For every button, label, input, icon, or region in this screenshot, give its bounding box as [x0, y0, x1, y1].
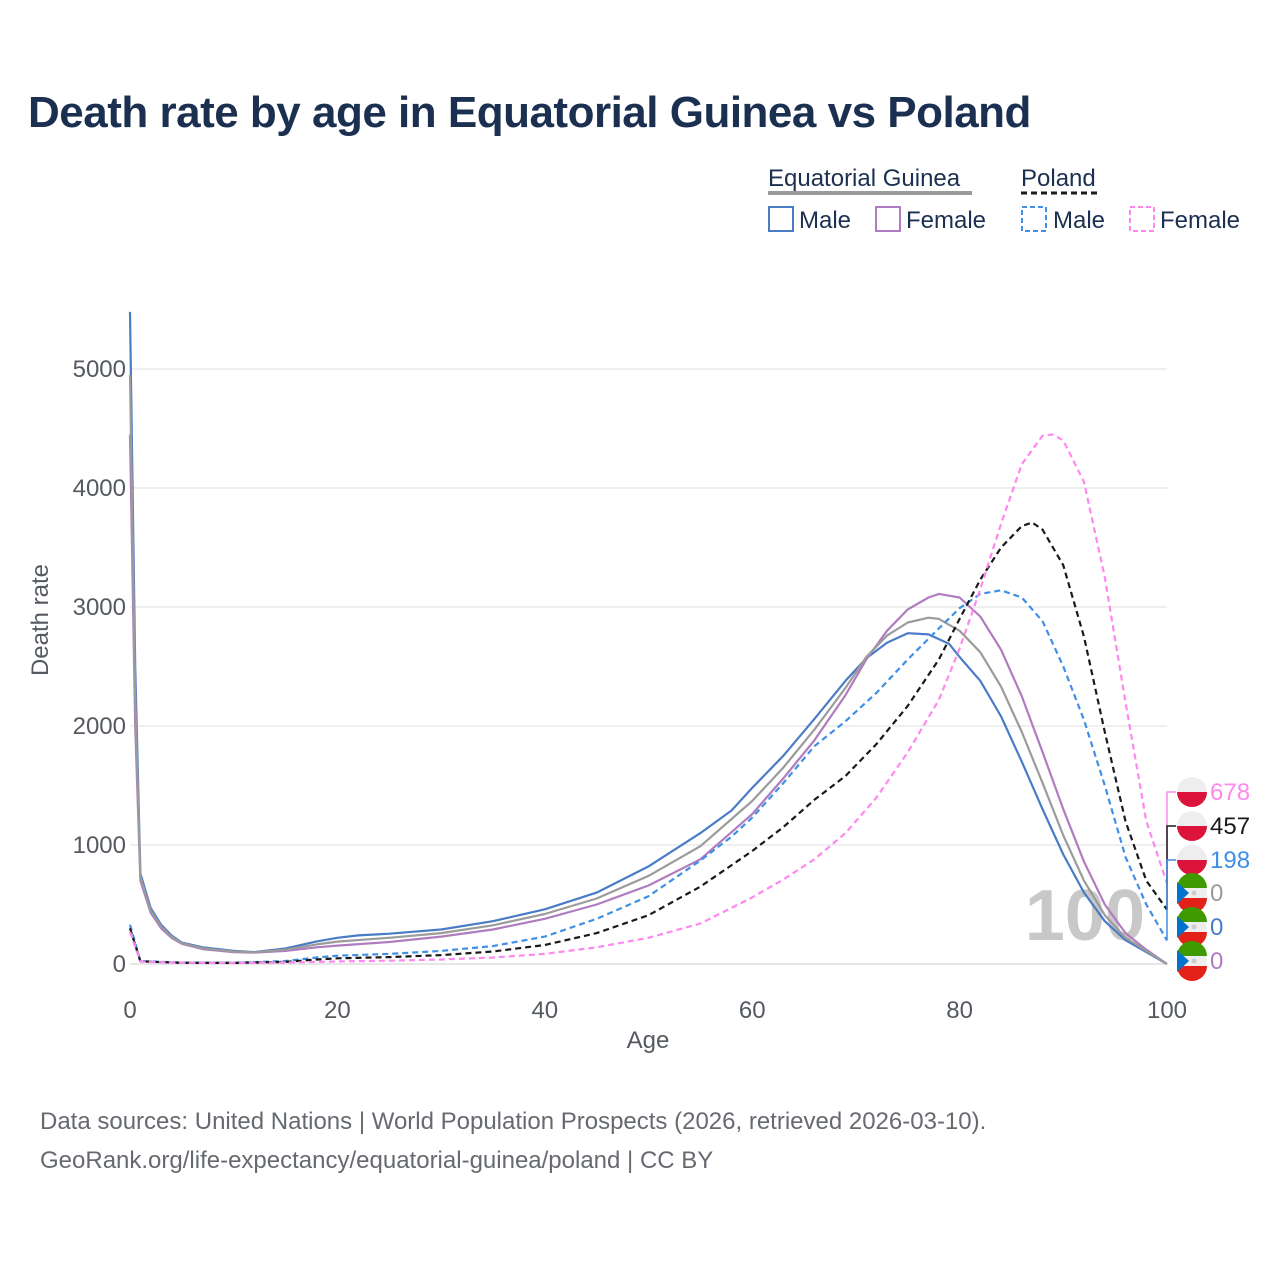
legend-label-pl-male[interactable]: Male: [1053, 207, 1105, 234]
x-tick-label: 80: [946, 997, 973, 1024]
x-axis: 0 20 40 60 80 100: [123, 997, 1187, 1024]
end-value-poland-male: 198: [1210, 847, 1250, 874]
legend-swatch-pl-male[interactable]: [1021, 206, 1047, 232]
flag-icon-poland: [1177, 845, 1207, 875]
end-connector-poland-male: [1166, 859, 1176, 941]
x-tick-label: 60: [739, 997, 766, 1024]
x-tick-label: 0: [123, 997, 136, 1024]
y-tick-label: 0: [113, 951, 126, 978]
y-tick-label: 1000: [73, 832, 126, 859]
legend-label-eq-male[interactable]: Male: [799, 207, 851, 234]
y-tick-label: 2000: [73, 713, 126, 740]
flag-icon-poland: [1177, 811, 1207, 841]
end-value-poland-female: 678: [1210, 779, 1250, 806]
legend-group-equatorial-guinea[interactable]: Equatorial Guinea: [768, 165, 961, 192]
legend-label-pl-female[interactable]: Female: [1160, 207, 1240, 234]
x-tick-label: 20: [324, 997, 351, 1024]
y-axis-label: Death rate: [27, 564, 54, 676]
series-lines: [128, 311, 1169, 965]
y-tick-label: 5000: [73, 356, 126, 383]
legend-label-eq-female[interactable]: Female: [906, 207, 986, 234]
flag-icon-poland: [1177, 777, 1207, 807]
age-watermark: 100: [1025, 876, 1145, 956]
legend-group-poland[interactable]: Poland: [1021, 165, 1096, 192]
end-value-equatorial-guinea-male: 0: [1210, 914, 1223, 941]
legend-swatch-eq-female[interactable]: [875, 206, 901, 232]
series-poland-total[interactable]: [128, 521, 1168, 964]
series-poland-male[interactable]: [128, 589, 1168, 964]
end-value-poland-total: 457: [1210, 813, 1250, 840]
chart-title: Death rate by age in Equatorial Guinea v…: [28, 88, 1031, 137]
y-tick-label: 4000: [73, 475, 126, 502]
legend: Equatorial Guinea Poland Male Female Mal…: [768, 165, 1240, 234]
y-tick-label: 3000: [73, 594, 126, 621]
end-connector-poland-female: [1166, 791, 1176, 884]
end-value-equatorial-guinea-total: 0: [1210, 880, 1223, 907]
end-value-equatorial-guinea-female: 0: [1210, 948, 1223, 975]
end-connector-poland-total: [1166, 825, 1176, 910]
flag-icon-equatorial-guinea: [1177, 907, 1207, 947]
series-equatorial-guinea-female[interactable]: [128, 434, 1168, 965]
legend-swatch-pl-female[interactable]: [1129, 206, 1155, 232]
x-tick-label: 100: [1147, 997, 1187, 1024]
source-line-1: Data sources: United Nations | World Pop…: [40, 1108, 987, 1135]
legend-swatch-eq-male[interactable]: [768, 206, 794, 232]
flag-icon-equatorial-guinea: [1177, 941, 1207, 981]
series-equatorial-guinea-total[interactable]: [128, 374, 1168, 965]
source-line-2: GeoRank.org/life-expectancy/equatorial-g…: [40, 1147, 714, 1174]
series-poland-female[interactable]: [128, 433, 1169, 965]
gridlines: [130, 368, 1167, 965]
series-equatorial-guinea-male[interactable]: [128, 311, 1168, 965]
y-axis: 0 1000 2000 3000 4000 5000: [73, 356, 126, 978]
x-axis-label: Age: [627, 1027, 670, 1054]
end-labels: 678 457 198 0 0 0: [1166, 777, 1250, 981]
flag-icon-equatorial-guinea: [1177, 873, 1207, 913]
x-tick-label: 40: [531, 997, 558, 1024]
